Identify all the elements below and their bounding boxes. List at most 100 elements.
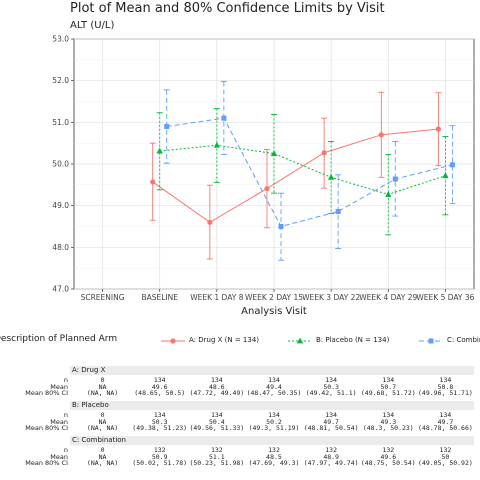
- legend: Description of Planned Arm A: Drug X (N …: [0, 333, 480, 349]
- table-cell: 134: [210, 376, 223, 384]
- data-point: [378, 132, 384, 138]
- table-cell: (NA, NA): [86, 389, 119, 397]
- table-row-label: Mean: [50, 382, 68, 391]
- data-point: [213, 141, 221, 148]
- x-tick-label: BASELINE: [141, 293, 178, 302]
- table-row-label: Mean 80% CI: [25, 389, 68, 397]
- table-cell: (47.69, 49.3): [248, 459, 300, 467]
- table-row-label: Mean: [50, 417, 68, 426]
- series-1: [149, 91, 442, 260]
- table-row-label: n: [63, 376, 68, 384]
- table-cell: (NA, NA): [86, 459, 119, 467]
- table-cell: 49.6: [151, 382, 168, 391]
- table-cell: 50.8: [437, 382, 454, 391]
- table-row-label: Mean 80% CI: [25, 424, 68, 432]
- series-line: [152, 128, 439, 223]
- table-row-label: Mean 80% CI: [25, 459, 68, 467]
- y-tick-label: 49.0: [52, 201, 69, 210]
- y-tick-label: 47.0: [52, 285, 69, 294]
- x-tick-label: WEEK 5 DAY 36: [416, 293, 474, 302]
- table-cell: (48.78, 50.66): [418, 424, 473, 432]
- table-cell: 134: [325, 411, 338, 419]
- legend-item-label: C: Combination (N = 132): [447, 336, 480, 344]
- series-line: [166, 117, 453, 228]
- chart-title: Plot of Mean and 80% Confidence Limits b…: [70, 1, 385, 16]
- data-point: [207, 219, 213, 225]
- legend-title: Description of Planned Arm: [0, 334, 118, 344]
- table-row-label: n: [63, 446, 68, 454]
- y-tick-label: 51.0: [52, 118, 69, 127]
- table-group-header: C: Combination: [70, 436, 474, 445]
- table-cell: (48.81, 50.54): [303, 424, 359, 432]
- chart-plot: 47.0 48.0 49.0 50.0 51.0 52.0 53.0 SCREENING BAS…: [52, 35, 474, 318]
- data-point: [428, 338, 434, 344]
- table-cell: 132: [268, 446, 280, 454]
- x-axis-label: Analysis Visit: [241, 306, 307, 317]
- data-point: [296, 337, 304, 344]
- legend-item-label: A: Drug X (N = 134): [189, 336, 260, 344]
- table-cell: (49.42, 51.1): [305, 389, 357, 397]
- table-cell: 132: [382, 446, 395, 454]
- table-row-label: Mean: [50, 452, 68, 461]
- table-cell: (49.68, 51.72): [360, 389, 416, 397]
- table-cell: 49.3: [380, 417, 397, 426]
- table-cell: 49.4: [266, 382, 282, 391]
- table-cell: 48.6: [209, 382, 225, 391]
- table-cell: 132: [210, 446, 223, 454]
- table-cell: 48.5: [266, 452, 282, 461]
- chart-subtitle: ALT (U/L): [70, 20, 115, 31]
- table-row-label: n: [63, 411, 68, 419]
- table-cell: 50.3: [151, 417, 168, 426]
- legend-key: [161, 338, 185, 344]
- table-cell: 134: [325, 376, 338, 384]
- table-group-label: A: Drug X: [72, 366, 106, 374]
- table-cell: NA: [98, 452, 107, 461]
- table-group-label: B: Placebo: [72, 401, 109, 409]
- table-cell: (48.3, 50.23): [362, 424, 414, 432]
- table-cell: (NA, NA): [86, 424, 119, 432]
- data-point: [150, 179, 156, 185]
- table-cell: 48.9: [323, 452, 339, 461]
- data-point: [264, 185, 270, 192]
- x-tick-label: SCREENING: [81, 293, 125, 302]
- data-point: [164, 124, 170, 129]
- y-tick-label: 48.0: [52, 243, 69, 252]
- data-point: [321, 150, 327, 156]
- table-cell: 134: [382, 411, 395, 419]
- table-cell: 50.3: [323, 382, 339, 391]
- data-point: [156, 147, 163, 154]
- table-cell: (49.3, 51.19): [248, 424, 300, 432]
- table-cell: 132: [325, 446, 338, 454]
- y-tick-label: 53.0: [52, 35, 69, 44]
- x-tick-label: WEEK 2 DAY 15: [245, 293, 303, 302]
- table-cell: 134: [153, 376, 166, 384]
- table-cell: 134: [439, 411, 452, 419]
- data-point: [327, 173, 335, 180]
- data-point: [170, 338, 176, 344]
- legend-item-label: B: Placebo (N = 134): [316, 336, 390, 344]
- table-cell: 134: [268, 376, 280, 384]
- table-group-header: B: Placebo: [70, 401, 474, 410]
- table-cell: (49.38, 51.23): [132, 424, 188, 432]
- data-point: [442, 172, 449, 179]
- table-cell: (48.75, 50.54): [360, 459, 416, 467]
- table-cell: 132: [153, 446, 166, 454]
- table-cell: NA: [98, 382, 107, 391]
- table-cell: 134: [153, 411, 166, 419]
- table-cell: 134: [210, 411, 223, 419]
- table-cell: (48.65, 50.5): [134, 389, 186, 397]
- data-point: [392, 176, 398, 182]
- y-tick-label: 52.0: [52, 76, 69, 85]
- data-point: [278, 224, 284, 229]
- data-point: [335, 209, 341, 214]
- table-cell: 0: [100, 411, 105, 419]
- series-2: [156, 108, 449, 236]
- table-cell: 0: [100, 446, 105, 454]
- legend-key: [419, 338, 443, 344]
- table-cell: 49.7: [437, 417, 454, 426]
- table-cell: 51.1: [209, 452, 225, 461]
- table-cell: 50.9: [151, 452, 168, 461]
- table-cell: 134: [268, 411, 280, 419]
- table-cell: (47.97, 49.74): [303, 459, 359, 467]
- table-cell: (49.96, 51.71): [418, 389, 473, 397]
